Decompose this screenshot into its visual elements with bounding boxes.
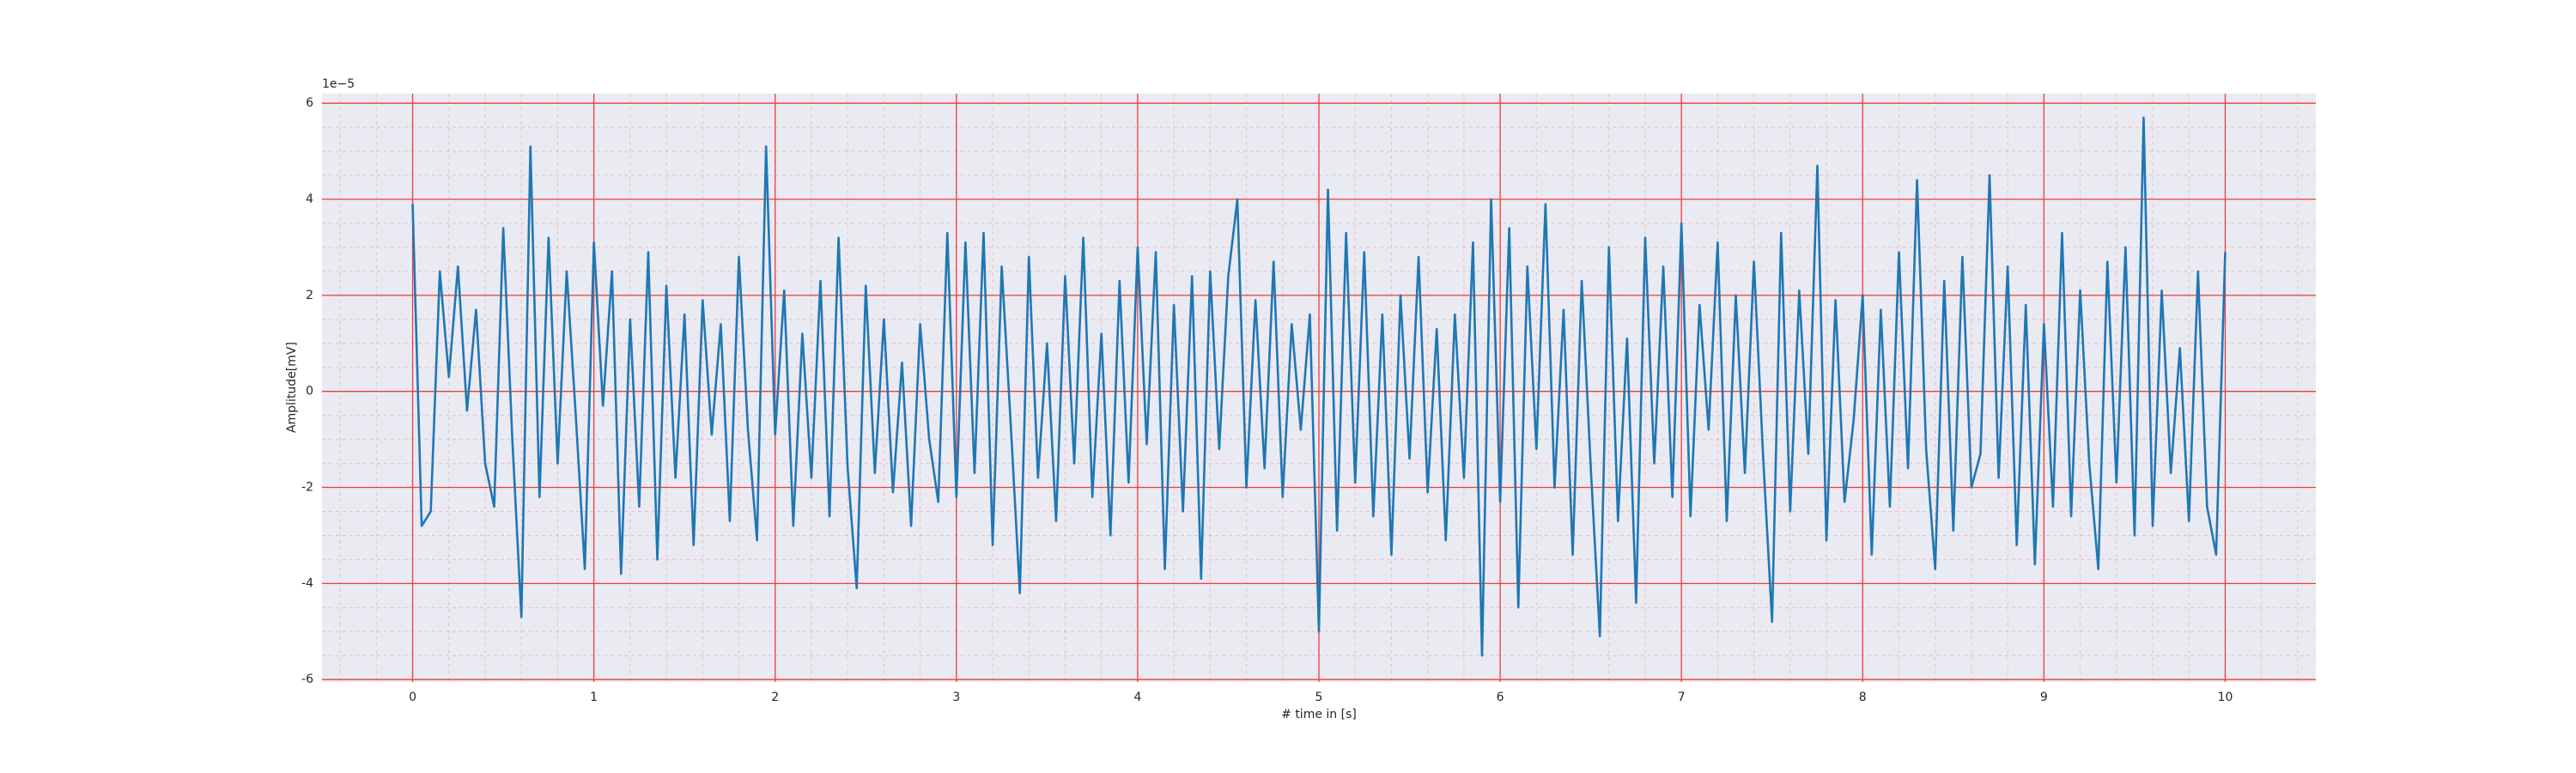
y-offset-text: 1e−5 [322, 77, 355, 91]
x-tick-label: 6 [1497, 691, 1504, 704]
y-tick-label: -2 [301, 481, 313, 495]
y-tick-label: 6 [306, 96, 313, 110]
y-axis-label: Amplitude[mV] [285, 342, 299, 433]
y-tick-label: -6 [301, 673, 313, 686]
y-tick-label: 0 [306, 385, 313, 399]
y-tick-label: 4 [306, 192, 313, 206]
x-tick-label: 8 [1859, 691, 1867, 704]
x-tick-label: 1 [590, 691, 598, 704]
x-axis-label: # time in [s] [1281, 708, 1357, 721]
x-tick-label: 4 [1133, 691, 1141, 704]
x-tick-label: 2 [771, 691, 779, 704]
x-tick-label: 0 [409, 691, 416, 704]
x-tick-label: 5 [1315, 691, 1323, 704]
y-tick-label: -4 [301, 576, 313, 590]
y-tick-label: 2 [306, 289, 313, 302]
x-tick-label: 3 [952, 691, 960, 704]
x-tick-label: 9 [2040, 691, 2048, 704]
signal-line [411, 116, 2227, 657]
x-tick-label: 10 [2218, 691, 2233, 704]
x-tick-label: 7 [1678, 691, 1686, 704]
